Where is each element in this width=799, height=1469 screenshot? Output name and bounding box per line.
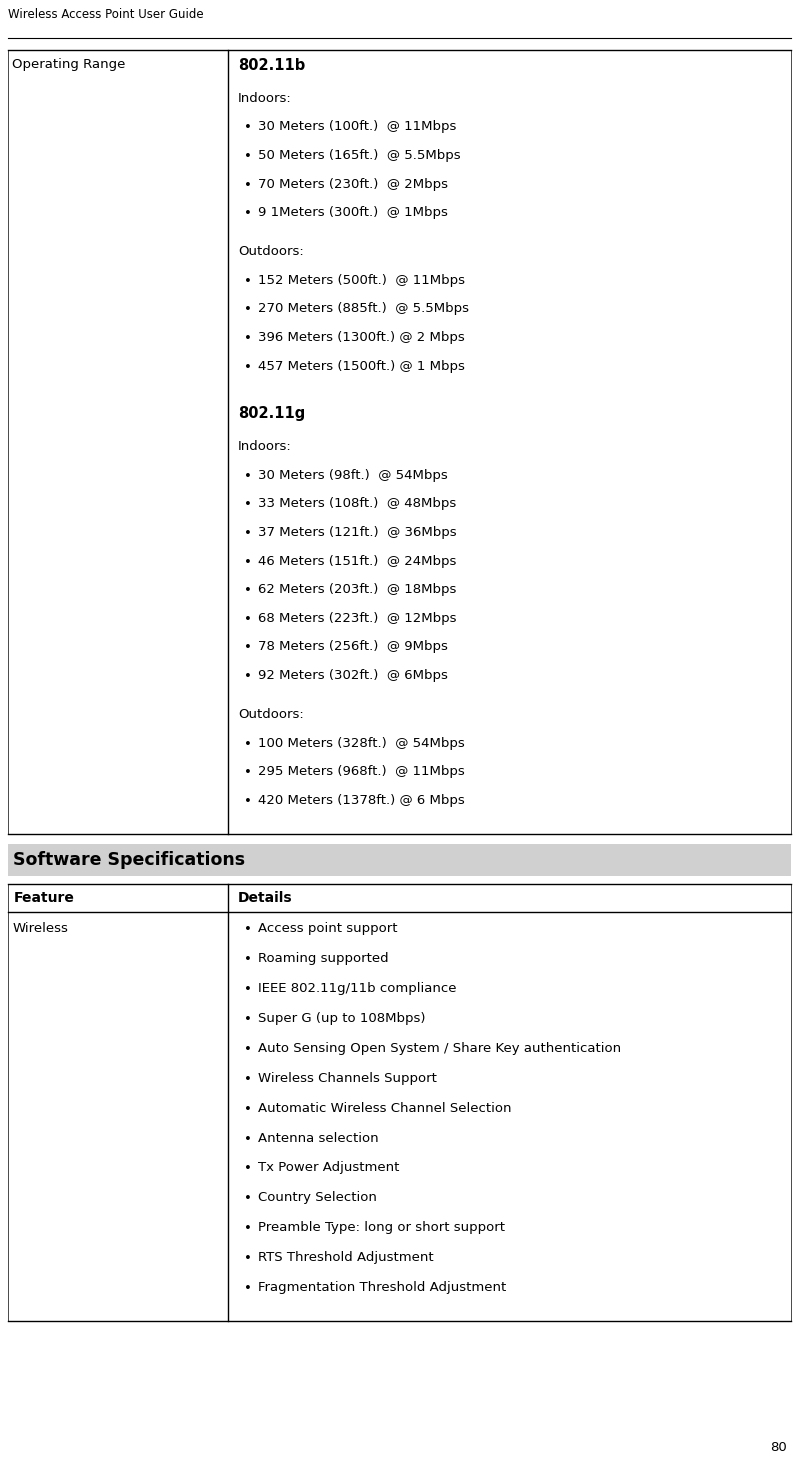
Text: •: •: [244, 527, 252, 541]
Text: 78 Meters (256ft.)  @ 9Mbps: 78 Meters (256ft.) @ 9Mbps: [258, 640, 448, 654]
Text: Antenna selection: Antenna selection: [258, 1131, 379, 1144]
Text: Auto Sensing Open System / Share Key authentication: Auto Sensing Open System / Share Key aut…: [258, 1042, 621, 1055]
Text: Tx Power Adjustment: Tx Power Adjustment: [258, 1162, 400, 1174]
Text: 50 Meters (165ft.)  @ 5.5Mbps: 50 Meters (165ft.) @ 5.5Mbps: [258, 148, 461, 162]
Text: •: •: [244, 1252, 252, 1265]
Text: RTS Threshold Adjustment: RTS Threshold Adjustment: [258, 1252, 434, 1265]
Text: 70 Meters (230ft.)  @ 2Mbps: 70 Meters (230ft.) @ 2Mbps: [258, 178, 448, 191]
Text: 80: 80: [770, 1441, 787, 1454]
Text: 46 Meters (151ft.)  @ 24Mbps: 46 Meters (151ft.) @ 24Mbps: [258, 555, 456, 567]
Text: •: •: [244, 585, 252, 598]
Text: Roaming supported: Roaming supported: [258, 952, 388, 965]
Text: 420 Meters (1378ft.) @ 6 Mbps: 420 Meters (1378ft.) @ 6 Mbps: [258, 793, 465, 806]
Text: •: •: [244, 613, 252, 626]
Text: Outdoors:: Outdoors:: [238, 708, 304, 721]
Text: •: •: [244, 1043, 252, 1056]
Text: •: •: [244, 470, 252, 483]
Text: •: •: [244, 1193, 252, 1205]
Text: •: •: [244, 179, 252, 191]
Text: •: •: [244, 360, 252, 373]
Text: Indoors:: Indoors:: [238, 441, 292, 454]
Text: Preamble Type: long or short support: Preamble Type: long or short support: [258, 1221, 505, 1234]
Text: •: •: [244, 1014, 252, 1025]
Text: 100 Meters (328ft.)  @ 54Mbps: 100 Meters (328ft.) @ 54Mbps: [258, 736, 465, 749]
Text: •: •: [244, 275, 252, 288]
Text: •: •: [244, 1133, 252, 1146]
Text: 396 Meters (1300ft.) @ 2 Mbps: 396 Meters (1300ft.) @ 2 Mbps: [258, 331, 465, 344]
Text: •: •: [244, 670, 252, 683]
Text: •: •: [244, 767, 252, 779]
Text: 30 Meters (100ft.)  @ 11Mbps: 30 Meters (100ft.) @ 11Mbps: [258, 120, 456, 134]
Text: 9 1Meters (300ft.)  @ 1Mbps: 9 1Meters (300ft.) @ 1Mbps: [258, 206, 448, 219]
Text: •: •: [244, 1103, 252, 1115]
Text: Software Specifications: Software Specifications: [13, 851, 245, 870]
Text: Indoors:: Indoors:: [238, 91, 292, 104]
Text: •: •: [244, 1162, 252, 1175]
Text: •: •: [244, 332, 252, 345]
Text: •: •: [244, 737, 252, 751]
Text: •: •: [244, 1072, 252, 1086]
Text: Operating Range: Operating Range: [12, 57, 125, 71]
Text: 457 Meters (1500ft.) @ 1 Mbps: 457 Meters (1500ft.) @ 1 Mbps: [258, 360, 465, 373]
Text: 802.11g: 802.11g: [238, 407, 305, 422]
Text: •: •: [244, 1282, 252, 1296]
Text: Feature: Feature: [14, 892, 75, 905]
Bar: [8, 845, 791, 876]
Text: Wireless Channels Support: Wireless Channels Support: [258, 1072, 437, 1084]
Text: 152 Meters (500ft.)  @ 11Mbps: 152 Meters (500ft.) @ 11Mbps: [258, 273, 465, 286]
Text: Wireless Access Point User Guide: Wireless Access Point User Guide: [8, 7, 204, 21]
Text: •: •: [244, 642, 252, 654]
Text: 37 Meters (121ft.)  @ 36Mbps: 37 Meters (121ft.) @ 36Mbps: [258, 526, 456, 539]
Text: Super G (up to 108Mbps): Super G (up to 108Mbps): [258, 1012, 426, 1025]
Text: •: •: [244, 923, 252, 936]
Text: 295 Meters (968ft.)  @ 11Mbps: 295 Meters (968ft.) @ 11Mbps: [258, 765, 465, 779]
Text: 802.11b: 802.11b: [238, 57, 305, 73]
Text: •: •: [244, 953, 252, 967]
Text: •: •: [244, 983, 252, 996]
Text: Fragmentation Threshold Adjustment: Fragmentation Threshold Adjustment: [258, 1281, 507, 1294]
Text: Access point support: Access point support: [258, 923, 397, 936]
Text: Country Selection: Country Selection: [258, 1191, 377, 1205]
Text: •: •: [244, 150, 252, 163]
Text: Outdoors:: Outdoors:: [238, 245, 304, 259]
Text: IEEE 802.11g/11b compliance: IEEE 802.11g/11b compliance: [258, 981, 456, 995]
Text: 68 Meters (223ft.)  @ 12Mbps: 68 Meters (223ft.) @ 12Mbps: [258, 611, 456, 624]
Text: 62 Meters (203ft.)  @ 18Mbps: 62 Meters (203ft.) @ 18Mbps: [258, 583, 456, 596]
Text: •: •: [244, 1222, 252, 1235]
Text: •: •: [244, 207, 252, 220]
Text: Details: Details: [238, 892, 292, 905]
Text: •: •: [244, 795, 252, 808]
Text: •: •: [244, 122, 252, 134]
Text: •: •: [244, 555, 252, 569]
Text: 270 Meters (885ft.)  @ 5.5Mbps: 270 Meters (885ft.) @ 5.5Mbps: [258, 303, 469, 316]
Text: 30 Meters (98ft.)  @ 54Mbps: 30 Meters (98ft.) @ 54Mbps: [258, 469, 447, 482]
Text: Wireless: Wireless: [13, 923, 69, 936]
Text: 92 Meters (302ft.)  @ 6Mbps: 92 Meters (302ft.) @ 6Mbps: [258, 668, 448, 682]
Text: 33 Meters (108ft.)  @ 48Mbps: 33 Meters (108ft.) @ 48Mbps: [258, 498, 456, 510]
Text: Automatic Wireless Channel Selection: Automatic Wireless Channel Selection: [258, 1102, 511, 1115]
Text: •: •: [244, 498, 252, 511]
Text: •: •: [244, 304, 252, 316]
